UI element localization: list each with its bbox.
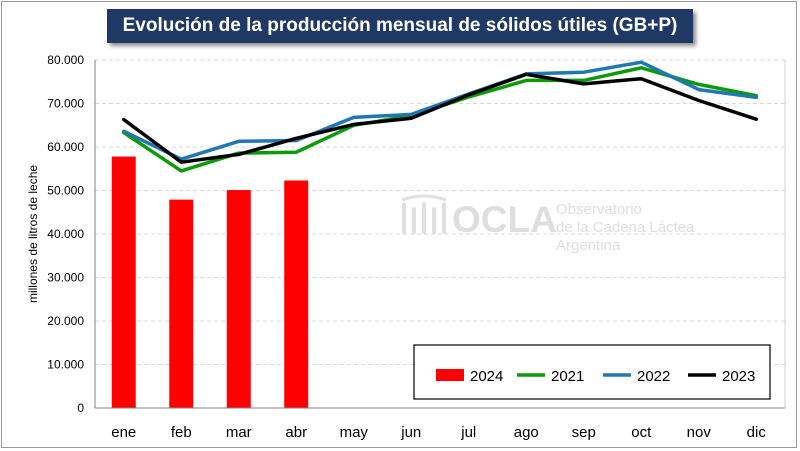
y-tick-label: 50.000 xyxy=(47,184,84,198)
chart-title-box: Evolución de la producción mensual de só… xyxy=(107,9,693,43)
legend-box xyxy=(413,344,771,400)
x-tick-label: oct xyxy=(631,424,652,441)
ocla-logo-icon xyxy=(402,202,446,234)
bar-2024-feb xyxy=(169,199,194,408)
ocla-watermark: OCLA Observatorio de la Cadena Láctea Ar… xyxy=(401,194,695,254)
line-series-2023 xyxy=(122,72,759,164)
legend-label-2021: 2021 xyxy=(551,368,584,385)
x-tick-label: nov xyxy=(687,424,712,441)
y-axis-label: millones de litros de leche xyxy=(26,165,40,303)
legend-label-2023: 2023 xyxy=(722,368,755,385)
legend-label-2024: 2024 xyxy=(470,368,503,385)
bars-2024 xyxy=(111,156,309,408)
watermark-brand: OCLA xyxy=(452,199,557,240)
x-tick-label: ago xyxy=(514,424,539,441)
watermark-line3: Argentina xyxy=(556,237,621,254)
y-tick-label: 20.000 xyxy=(47,314,84,328)
y-tick-label: 10.000 xyxy=(47,358,84,372)
x-tick-label: may xyxy=(340,424,369,441)
y-tick-label: 60.000 xyxy=(47,140,84,154)
ocla-logo-arc-icon xyxy=(401,194,447,202)
bar-2024-abr xyxy=(284,180,309,408)
y-tick-label: 30.000 xyxy=(47,271,84,285)
x-tick-label: ene xyxy=(111,424,136,441)
line-series-2022 xyxy=(122,60,759,161)
y-tick-label: 0 xyxy=(77,401,84,415)
legend-swatch-2024 xyxy=(436,369,464,381)
chart-title: Evolución de la producción mensual de só… xyxy=(122,15,678,36)
x-tick-label: jul xyxy=(460,424,476,441)
x-tick-labels: ene feb mar abr may jun jul ago sep oct nov dic xyxy=(111,424,766,441)
x-tick-label: feb xyxy=(171,424,192,441)
x-tick-label: jun xyxy=(400,424,421,441)
y-tick-labels: 0 10.000 20.000 30.000 40.000 50.000 60.000 70.… xyxy=(47,53,84,415)
x-tick-label: dic xyxy=(747,424,767,441)
bar-2024-mar xyxy=(226,190,251,408)
bar-2024-ene xyxy=(111,156,136,408)
y-tick-label: 70.000 xyxy=(47,97,84,111)
watermark-line2: de la Cadena Láctea xyxy=(556,219,695,236)
watermark-line1: Observatorio xyxy=(556,201,642,218)
y-tick-label: 80.000 xyxy=(47,53,84,67)
legend-label-2022: 2022 xyxy=(637,368,670,385)
y-tick-label: 40.000 xyxy=(47,227,84,241)
legend: 2024 2021 2022 2023 xyxy=(413,344,771,400)
series-lines xyxy=(122,60,759,173)
x-tick-label: abr xyxy=(285,424,307,441)
x-tick-label: mar xyxy=(226,424,252,441)
x-tick-label: sep xyxy=(572,424,596,441)
